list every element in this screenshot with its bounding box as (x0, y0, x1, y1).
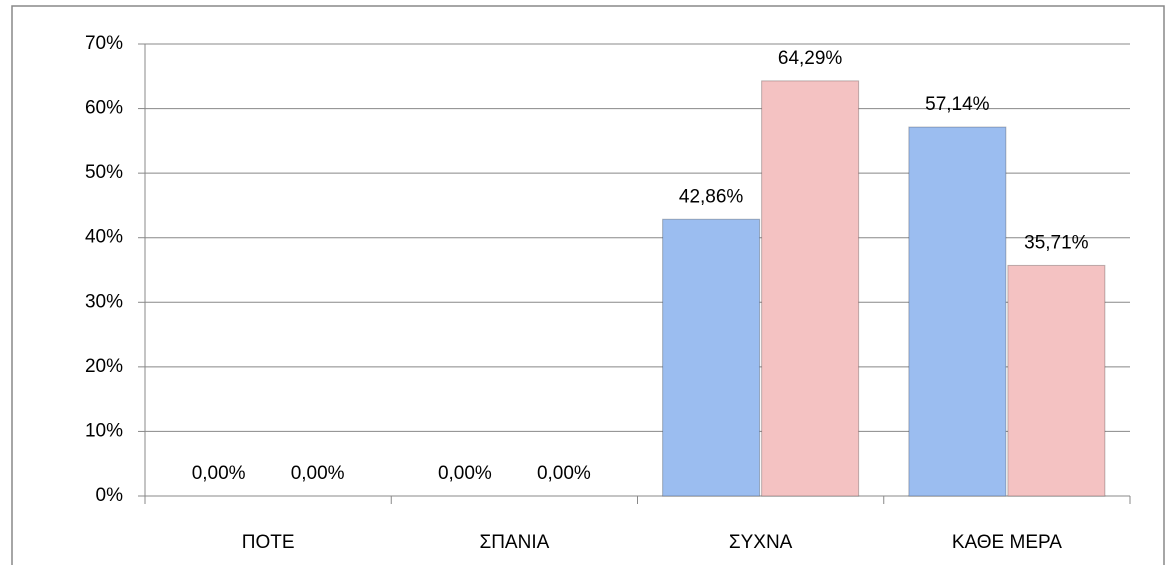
y-tick-label: 10% (85, 420, 123, 441)
data-label: 0,00% (537, 463, 591, 484)
bar (1007, 264, 1106, 497)
y-tick-label: 30% (85, 291, 123, 312)
bar (908, 126, 1007, 497)
chart-border (11, 5, 1165, 565)
x-tick-label: ΚΑΘΕ ΜΕΡΑ (952, 532, 1062, 553)
y-tick-label: 70% (85, 33, 123, 54)
data-label: 57,14% (925, 94, 990, 115)
data-label: 64,29% (778, 48, 843, 69)
data-label: 0,00% (291, 463, 345, 484)
y-tick-label: 20% (85, 356, 123, 377)
data-label: 35,71% (1024, 232, 1089, 253)
bar (662, 218, 761, 497)
data-label: 0,00% (192, 463, 246, 484)
bar (761, 80, 860, 497)
data-label: 42,86% (679, 186, 744, 207)
y-tick-label: 40% (85, 227, 123, 248)
x-tick-label: ΠΟΤΕ (242, 532, 295, 553)
data-label: 0,00% (438, 463, 492, 484)
y-tick-label: 60% (85, 98, 123, 119)
x-tick-label: ΣΥΧΝΑ (729, 532, 793, 553)
y-tick-label: 0% (96, 485, 124, 506)
x-tick-label: ΣΠΑΝΙΑ (479, 532, 549, 553)
y-tick-label: 50% (85, 162, 123, 183)
